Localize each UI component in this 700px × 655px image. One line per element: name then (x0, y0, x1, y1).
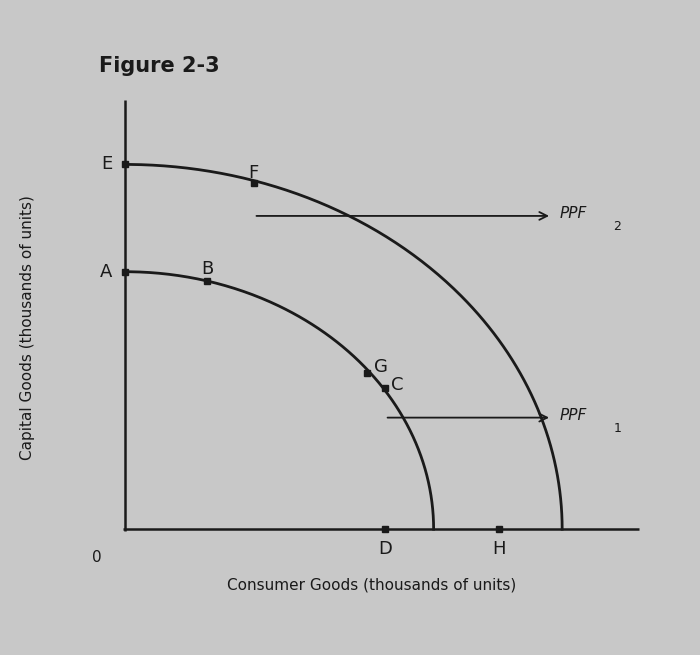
Text: PPF: PPF (559, 206, 587, 221)
Text: 0: 0 (92, 550, 102, 565)
Text: A: A (99, 263, 112, 281)
Text: F: F (248, 164, 259, 181)
Text: B: B (202, 260, 214, 278)
Text: Consumer Goods (thousands of units): Consumer Goods (thousands of units) (228, 578, 517, 593)
Text: E: E (102, 155, 113, 174)
Text: C: C (391, 377, 404, 394)
Text: 1: 1 (614, 422, 622, 435)
Text: 2: 2 (614, 220, 622, 233)
Text: G: G (374, 358, 388, 376)
Text: H: H (492, 540, 505, 557)
Text: PPF: PPF (559, 408, 587, 423)
Text: Capital Goods (thousands of units): Capital Goods (thousands of units) (20, 195, 36, 460)
Text: Figure 2-3: Figure 2-3 (99, 56, 220, 76)
Text: D: D (378, 540, 392, 557)
